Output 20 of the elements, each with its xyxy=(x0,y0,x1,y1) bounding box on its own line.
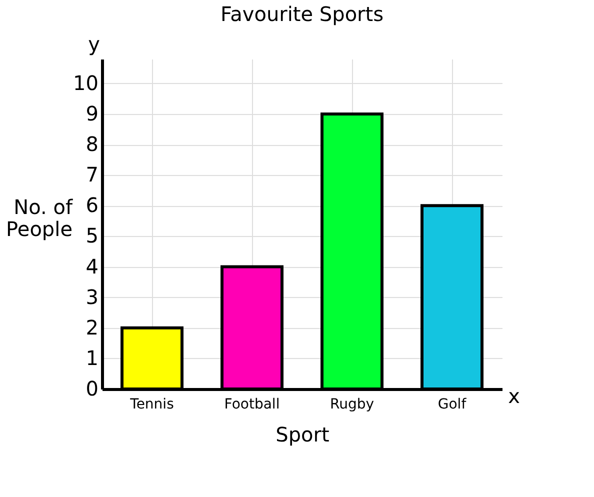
x-tick-label: Golf xyxy=(438,396,468,412)
y-tick-label: 8 xyxy=(86,132,98,156)
chart-title: Favourite Sports xyxy=(220,2,384,26)
text: x xyxy=(508,384,520,408)
text: y xyxy=(88,32,100,56)
y-tick-label: 6 xyxy=(86,193,98,218)
x-tick-label: Tennis xyxy=(129,396,174,412)
x-tick-label: Rugby xyxy=(330,396,374,412)
y-axis-title: No. of People xyxy=(6,195,74,241)
y-tick-label: 3 xyxy=(86,284,98,309)
y-tick-label: 7 xyxy=(86,162,98,187)
y-tick-label: 2 xyxy=(86,315,98,340)
y-tick-label: 0 xyxy=(86,376,98,400)
y-tick-label: 4 xyxy=(86,254,98,278)
y-tick-label: 10 xyxy=(73,70,98,95)
x-tick-label: Football xyxy=(224,396,280,412)
y-tick-label: 1 xyxy=(86,346,98,370)
y-tick-label: 9 xyxy=(86,102,98,126)
x-axis-title: Sport xyxy=(276,422,330,446)
y-tick-label: 5 xyxy=(86,224,98,248)
